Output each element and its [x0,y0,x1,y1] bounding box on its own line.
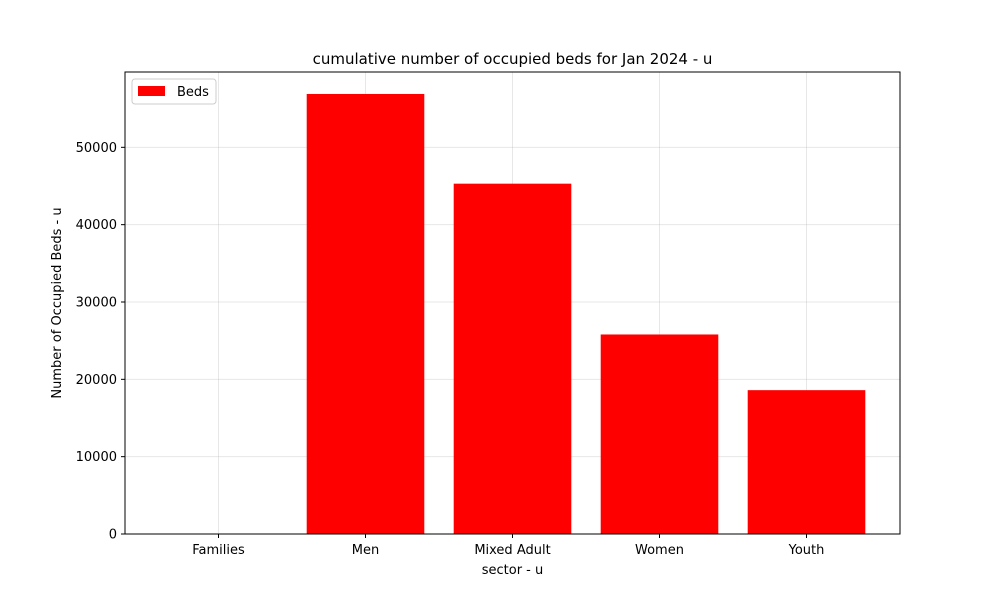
x-tick-label: Mixed Adult [474,543,550,558]
legend-box [131,78,217,105]
y-tick-label: 50000 [76,141,117,156]
x-tick-label: Youth [788,543,825,558]
y-axis-label: Number of Occupied Beds - u [50,207,65,398]
x-tick-label: Families [192,543,245,558]
legend-label: Beds [177,85,209,100]
y-tick-label: 20000 [76,373,117,388]
bars-layer [306,93,866,535]
x-tick-label: Men [352,543,379,558]
y-tick-label: 10000 [76,450,117,465]
legend-swatch [138,86,165,96]
bar [453,183,572,534]
bar [600,334,719,534]
x-tick-label: Women [635,543,684,558]
ticks-layer: 0 10000 20000 30000 40000 50000 Families Men Mix… [76,141,825,558]
bar [747,390,866,534]
x-axis-label: sector - u [482,563,544,578]
y-tick-label: 30000 [76,295,117,310]
bar [306,93,425,535]
chart-title: cumulative number of occupied beds for J… [313,50,713,68]
y-tick-label: 40000 [76,218,117,233]
legend: Beds [131,78,217,105]
y-tick-label: 0 [109,528,117,543]
